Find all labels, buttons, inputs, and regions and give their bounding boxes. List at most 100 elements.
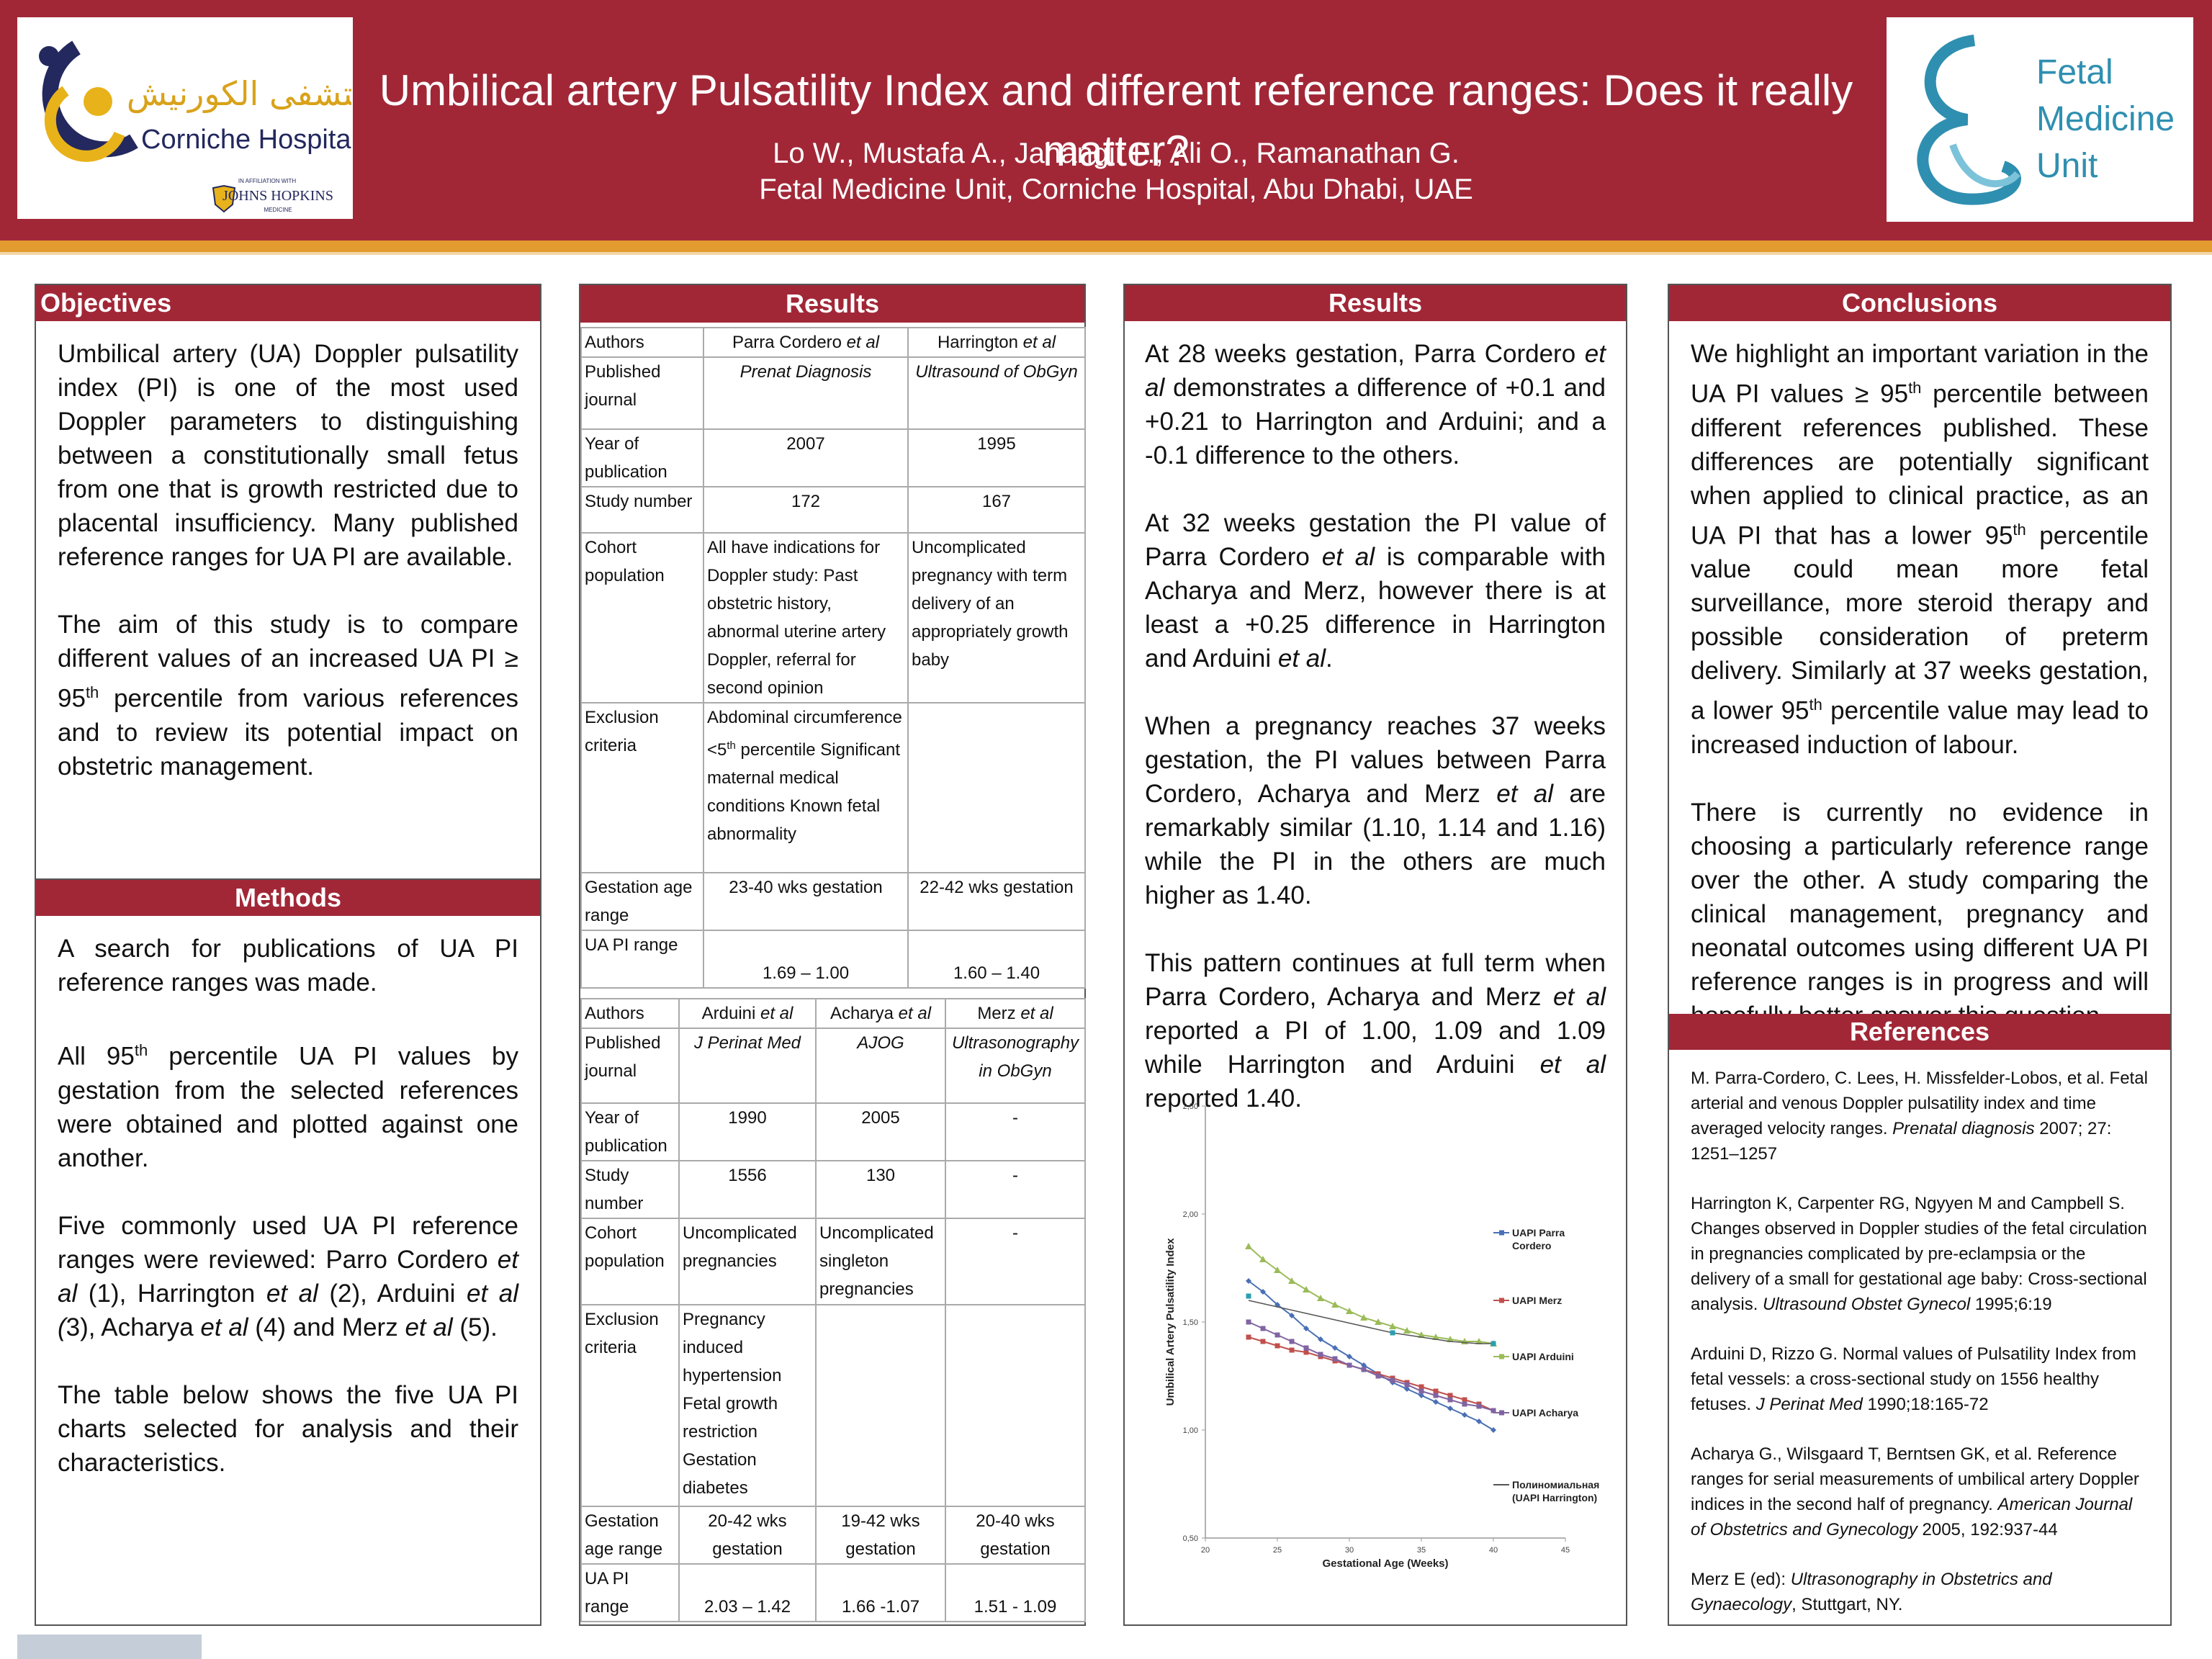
x-tick-label: 25 — [1273, 1546, 1282, 1555]
data-point — [1289, 1313, 1295, 1318]
y-tick-label: 1,00 — [1183, 1426, 1198, 1435]
table-cell: - — [945, 1160, 1086, 1219]
data-point — [1462, 1412, 1467, 1418]
table-cell-label: Study number — [580, 486, 704, 534]
table-cell: Acharya et al — [815, 998, 946, 1029]
data-point — [1346, 1354, 1352, 1359]
data-point — [1246, 1334, 1251, 1340]
table-row: Cohort population All have indications f… — [580, 532, 1086, 703]
results-text-panel: Results At 28 weeks gestation, Parra Cor… — [1123, 284, 1627, 1626]
series-line — [1248, 1300, 1493, 1344]
x-tick-label: 30 — [1345, 1546, 1354, 1555]
methods-paragraph-1: A search for publications of UA PI refer… — [58, 935, 518, 997]
data-point — [1389, 1323, 1396, 1329]
table-row: Study number 172 167 — [580, 486, 1086, 534]
methods-paragraph-2: All 95th percentile UA PI values by gest… — [58, 1041, 518, 1172]
data-point — [1346, 1362, 1352, 1368]
legend-label: UAPI Acharya — [1512, 1407, 1578, 1419]
header-stripe-light — [0, 252, 2212, 255]
pi-line-chart: 0,50 1,00 1,50 2,00 2,50 20 25 30 35 40 45 UAPI P… — [1164, 1102, 1599, 1570]
data-point — [1418, 1331, 1425, 1338]
table-cell: 172 — [703, 486, 909, 534]
table-cell-label: UA PI range — [580, 930, 704, 989]
table-cell: 1556 — [678, 1160, 817, 1219]
table-cell-label: Year of publication — [580, 1102, 680, 1161]
data-point — [1404, 1386, 1410, 1392]
data-point — [1447, 1397, 1453, 1403]
data-point — [1303, 1286, 1310, 1292]
table-row: Published journal J Perinat Med AJOG Ult… — [580, 1028, 1086, 1104]
methods-paragraph-3: Five commonly used UA PI reference range… — [58, 1211, 519, 1341]
data-point — [1390, 1377, 1395, 1383]
x-tick-label: 45 — [1561, 1546, 1570, 1555]
objectives-text: Umbilical artery (UA) Doppler pulsatilit… — [58, 337, 518, 783]
table-cell: 167 — [907, 486, 1086, 534]
legend-marker — [1499, 1298, 1504, 1303]
y-tick-label: 2,00 — [1183, 1210, 1198, 1219]
data-point — [1476, 1403, 1482, 1409]
table-row: Gestation age range 20-42 wks gestation … — [580, 1506, 1086, 1565]
table-cell: 22-42 wks gestation — [907, 872, 1086, 931]
data-point — [1332, 1345, 1338, 1351]
table-cell: 1.60 – 1.40 — [907, 930, 1086, 989]
legend-marker — [1499, 1354, 1504, 1359]
table-cell: Uncomplicated pregnancy with term delive… — [907, 532, 1086, 703]
data-point — [1491, 1341, 1496, 1346]
table-row: Year of publication 1990 2005 - — [580, 1102, 1086, 1161]
data-point — [1375, 1373, 1381, 1379]
data-point — [1259, 1256, 1267, 1262]
data-point — [1475, 1338, 1483, 1344]
data-point — [1491, 1427, 1496, 1433]
legend-label: UAPI Parra — [1512, 1227, 1565, 1238]
results-paragraph-1: At 28 weeks gestation, Parra Cordero et … — [1145, 340, 1606, 469]
data-point — [1361, 1362, 1367, 1368]
data-point — [1491, 1408, 1496, 1413]
logo-fmu-line1: Fetal — [2036, 53, 2113, 91]
table-cell-label: Authors — [580, 998, 680, 1029]
legend-marker — [1499, 1230, 1504, 1236]
data-point — [1246, 1293, 1251, 1299]
methods-text: A search for publications of UA PI refer… — [58, 932, 518, 1480]
poster-authors: Lo W., Mustafa A., Jahangir F., Ali O., … — [773, 138, 1460, 169]
series-line — [1248, 1246, 1494, 1344]
table-row: Published journal Prenat Diagnosis Ultra… — [580, 356, 1086, 430]
table-cell: 1990 — [678, 1102, 817, 1161]
x-tick-label: 20 — [1201, 1546, 1210, 1555]
data-point — [1260, 1326, 1266, 1331]
reference-item: Harrington K, Carpenter RG, Ngyyen M and… — [1691, 1194, 2147, 1314]
table-row: Authors Parra Cordero et al Harrington e… — [580, 327, 1086, 358]
methods-heading: Methods — [36, 880, 540, 916]
table-cell: 20-42 wks gestation — [678, 1506, 817, 1565]
table-cell: 2.03 – 1.42 — [678, 1563, 817, 1622]
y-axis-label: Umbilical Artery Pulsatility Index — [1164, 1238, 1177, 1406]
data-point — [1419, 1384, 1424, 1390]
logo-affil-sub: MEDICINE — [264, 207, 292, 213]
data-point — [1462, 1397, 1467, 1403]
objectives-paragraph-1: Umbilical artery (UA) Doppler pulsatilit… — [58, 340, 518, 571]
x-tick-label: 35 — [1417, 1546, 1426, 1555]
conclusions-heading: Conclusions — [1669, 285, 2170, 321]
table-cell: J Perinat Med — [678, 1028, 817, 1104]
table-cell: 19-42 wks gestation — [815, 1506, 946, 1565]
table-row: Cohort population Uncomplicated pregnanc… — [580, 1218, 1086, 1305]
x-axis-label: Gestational Age (Weeks) — [1322, 1557, 1448, 1570]
table-cell-label: Published journal — [580, 356, 704, 430]
conclusions-paragraph-2: There is currently no evidence in choosi… — [1691, 798, 2149, 1030]
data-point — [1274, 1332, 1280, 1338]
table-cell: Ultrasonography in ObGyn — [945, 1028, 1086, 1104]
table-cell-label: Year of publication — [580, 428, 704, 487]
table-cell-label: Exclusion criteria — [580, 1304, 680, 1507]
objectives-panel: Objectives Umbilical artery (UA) Doppler… — [35, 284, 541, 880]
legend-marker — [1499, 1410, 1504, 1416]
legend-label: (UAPI Harrington) — [1512, 1492, 1597, 1503]
y-tick-label: 0,50 — [1183, 1534, 1198, 1543]
data-point — [1245, 1243, 1252, 1249]
table-row: UA PI range 1.69 – 1.00 1.60 – 1.40 — [580, 930, 1086, 989]
logo-fmu-line2: Medicine — [2036, 100, 2175, 138]
data-point — [1447, 1406, 1453, 1411]
series-line — [1248, 1280, 1494, 1431]
table-cell-label: Study number — [580, 1160, 680, 1219]
legend-label: Полиномиальная — [1512, 1479, 1599, 1491]
references-list: M. Parra-Cordero, C. Lees, H. Missfelder… — [1691, 1066, 2149, 1642]
data-point — [1346, 1308, 1353, 1314]
